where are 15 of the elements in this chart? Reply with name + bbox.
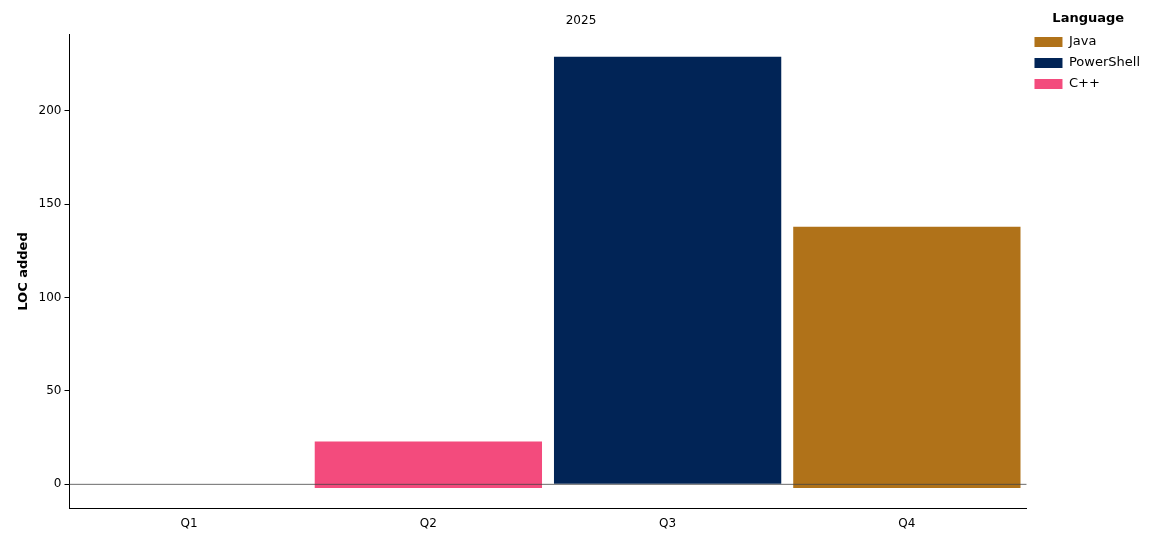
legend-title: Language — [1052, 9, 1125, 25]
x-tick-label: Q3 — [659, 515, 677, 530]
x-tick-label: Q4 — [898, 515, 916, 530]
legend-label: C++ — [1068, 75, 1100, 91]
legend-label: PowerShell — [1068, 54, 1141, 70]
y-axis-title: LOC added — [15, 232, 31, 311]
x-tick-label: Q1 — [180, 515, 198, 530]
y-tick-label: 50 — [46, 383, 62, 398]
y-tick-label: 100 — [38, 289, 62, 304]
y-tick-label: 150 — [38, 196, 62, 211]
y-tick-label: 200 — [38, 103, 62, 118]
y-tick-label: 0 — [53, 476, 62, 491]
chart-title: 2025 — [565, 13, 597, 28]
legend-label: Java — [1067, 33, 1097, 49]
x-tick-label: Q2 — [419, 515, 437, 530]
